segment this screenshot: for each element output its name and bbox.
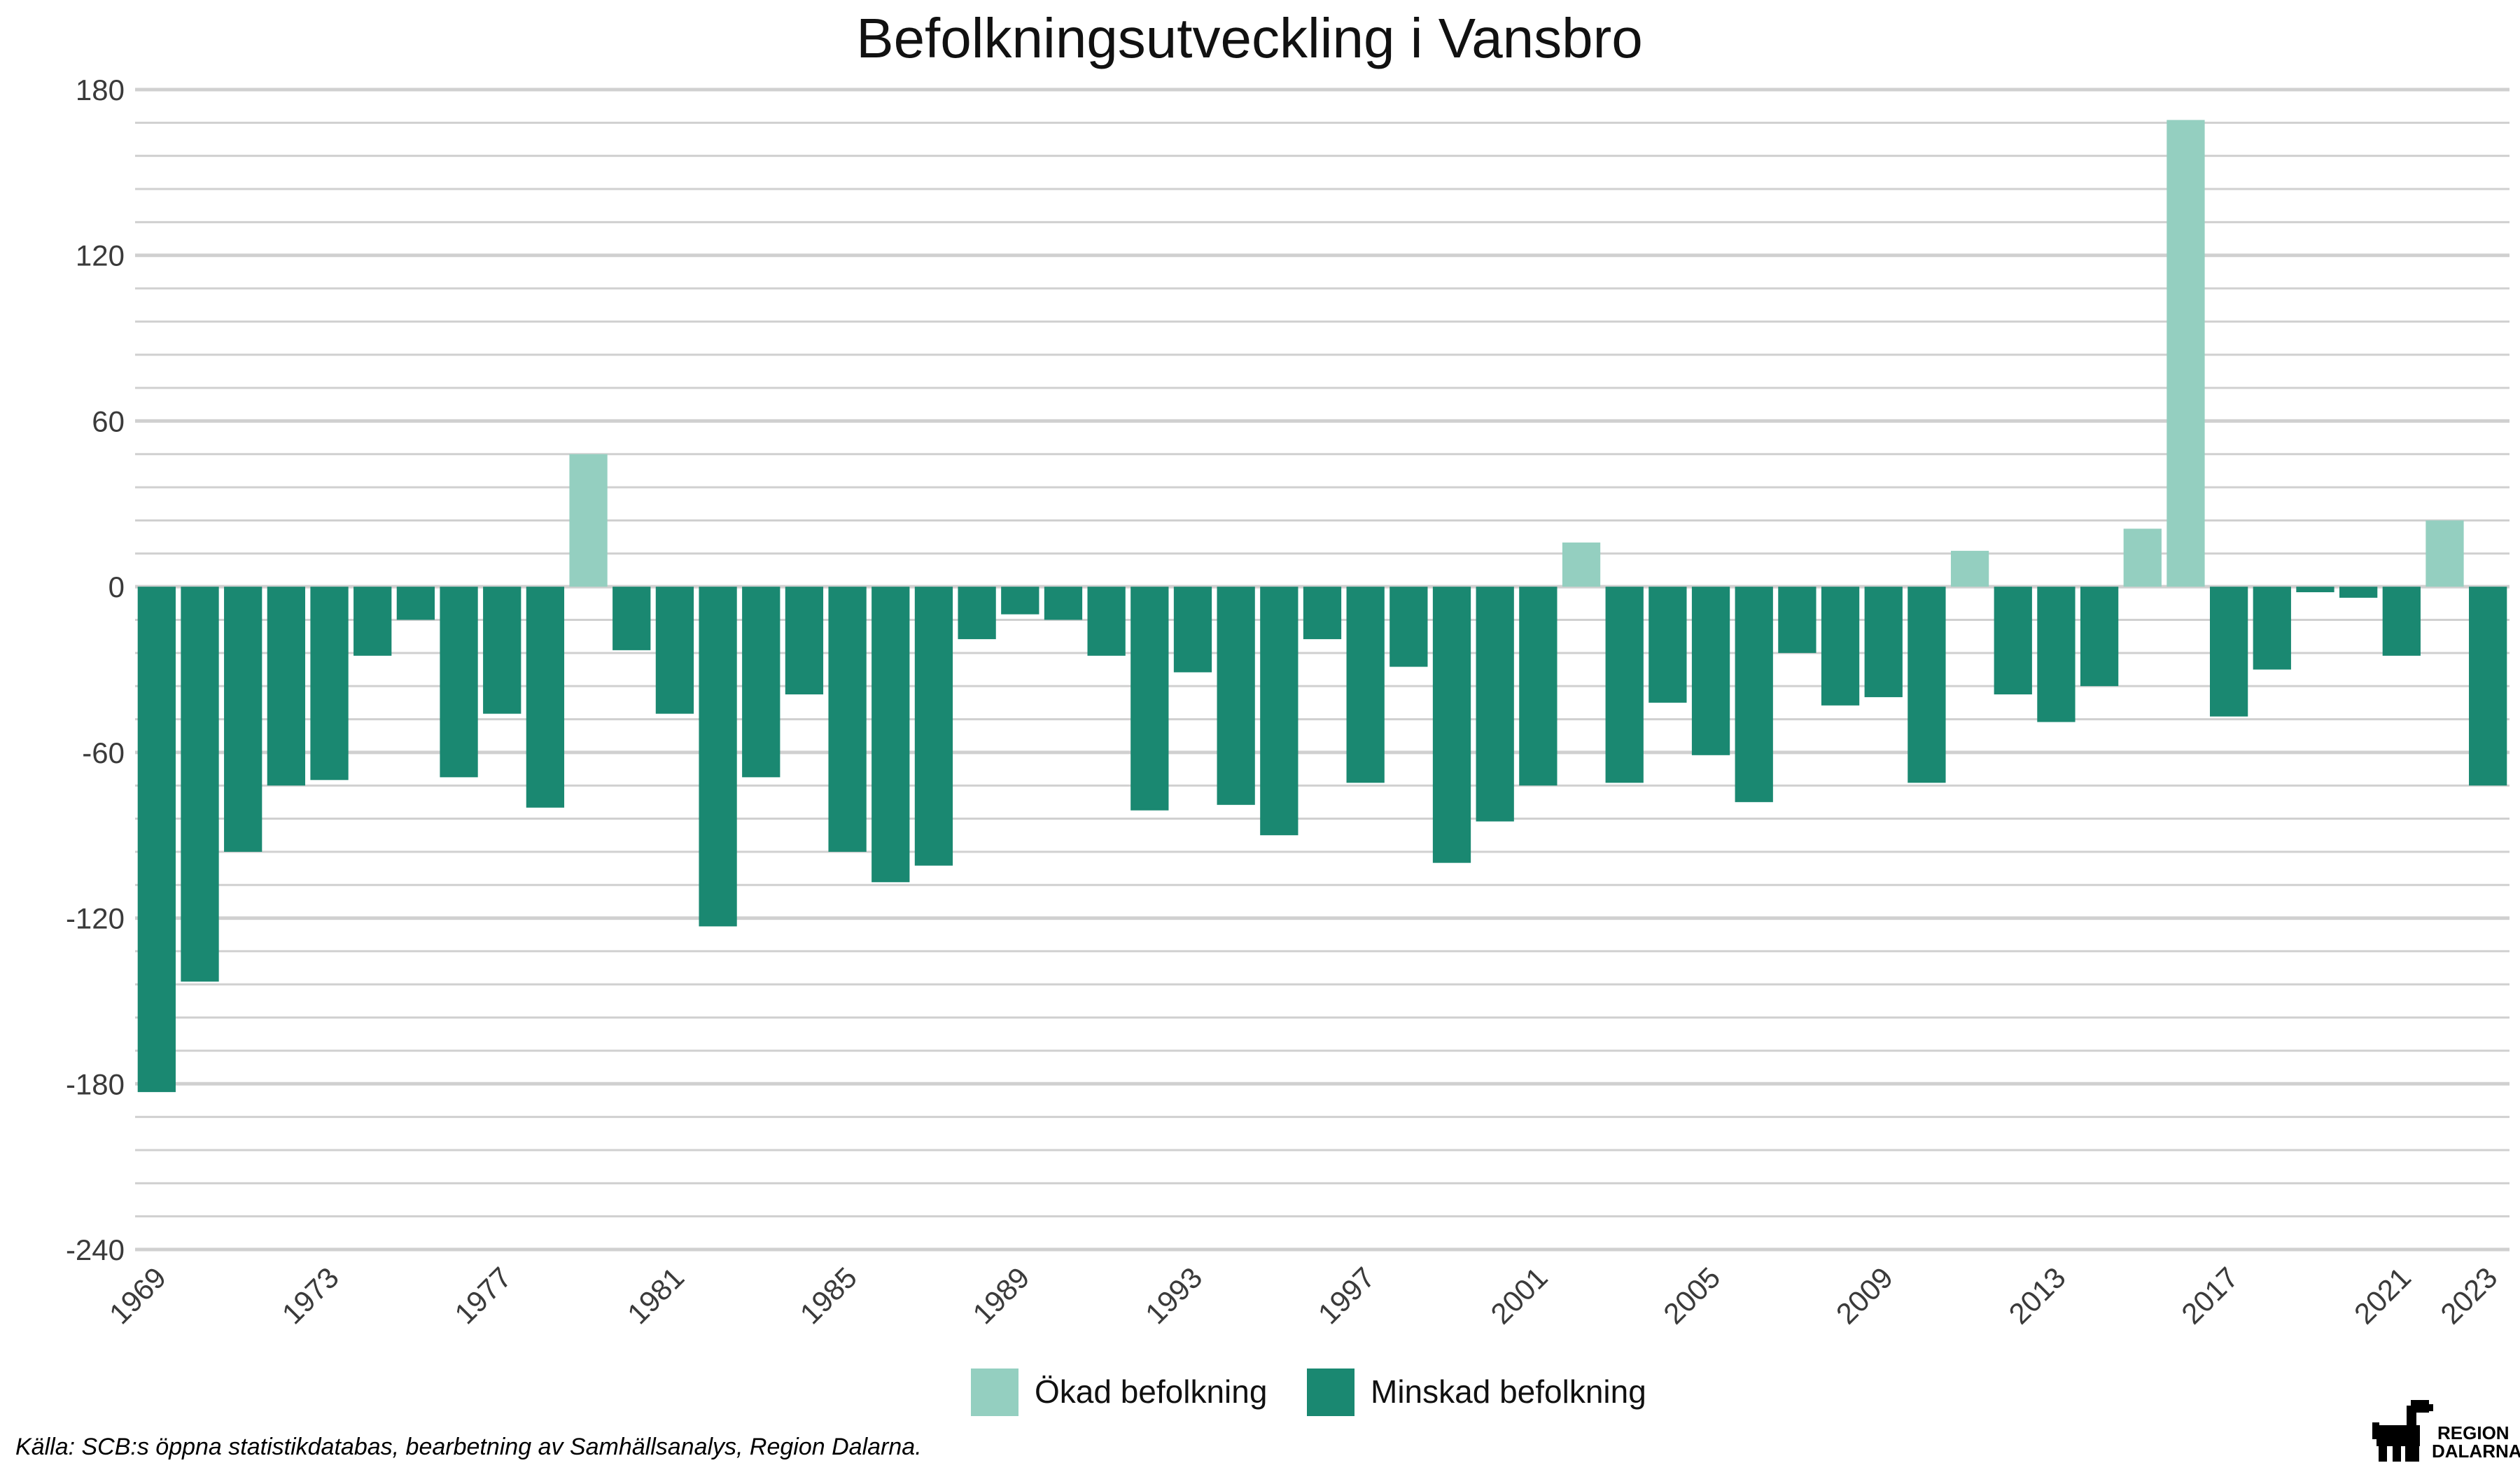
bar-1980 (612, 587, 651, 650)
bar-1972 (267, 587, 305, 786)
legend-swatch-decrease (1307, 1368, 1354, 1416)
x-tick-label: 1973 (276, 1261, 345, 1330)
bar-1995 (1260, 587, 1298, 836)
x-axis-ticks: 1969 1973 1977 1981 1985 1989 1993 1997 2001 2005… (103, 1261, 2504, 1330)
bar-1986 (872, 587, 910, 883)
bar-1985 (828, 587, 867, 852)
y-axis-ticks: 180 120 60 0 -60 -120 -180 -240 (66, 74, 125, 1266)
x-tick-label: 2009 (1830, 1261, 1899, 1330)
bar-1978 (526, 587, 565, 808)
bar-1993 (1173, 587, 1212, 673)
legend-label-increase: Ökad befolkning (1035, 1373, 1267, 1410)
bar-2006 (1735, 587, 1773, 802)
chart-title: Befolkningsutveckling i Vansbro (856, 7, 1643, 69)
x-tick-label: 2023 (2434, 1261, 2503, 1330)
bar-2020 (2339, 587, 2378, 598)
bar-2003 (1605, 587, 1644, 783)
bar-1990 (1044, 587, 1083, 620)
bar-1996 (1303, 587, 1342, 640)
x-tick-label: 1997 (1312, 1261, 1381, 1330)
logo-text-dalarna: DALARNA (2432, 1441, 2520, 1462)
bar-2023 (2469, 587, 2507, 786)
x-tick-label: 2017 (2175, 1261, 2244, 1330)
bar-1991 (1087, 587, 1126, 656)
bar-1999 (1432, 587, 1471, 863)
dalahorse-icon (2372, 1400, 2433, 1462)
x-tick-label: 1969 (103, 1261, 172, 1330)
bar-1976 (440, 587, 478, 778)
legend-label-decrease: Minskad befolkning (1371, 1373, 1646, 1410)
x-tick-label: 2001 (1484, 1261, 1553, 1330)
bar-1987 (914, 587, 953, 866)
x-tick-label: 1985 (794, 1261, 863, 1330)
y-tick-label: -60 (82, 736, 125, 769)
bar-1984 (785, 587, 824, 695)
x-tick-label: 1993 (1139, 1261, 1208, 1330)
bar-1982 (699, 587, 737, 927)
bar-1973 (310, 587, 349, 780)
legend-swatch-increase (971, 1368, 1018, 1416)
bar-2014 (2080, 587, 2119, 687)
source-note: Källa: SCB:s öppna statistikdatabas, bea… (15, 1434, 922, 1460)
bar-2022 (2426, 520, 2464, 587)
bar-2008 (1821, 587, 1860, 706)
bar-2002 (1562, 542, 1601, 587)
bar-2019 (2296, 587, 2334, 593)
bar-1994 (1217, 587, 1255, 805)
bar-1971 (224, 587, 262, 852)
x-tick-label: 2013 (2002, 1261, 2071, 1330)
bar-1981 (655, 587, 694, 714)
bar-1992 (1130, 587, 1169, 811)
x-tick-label: 1989 (966, 1261, 1035, 1330)
y-tick-label: 0 (108, 570, 125, 603)
legend: Ökad befolkning Minskad befolkning (971, 1368, 1646, 1416)
bar-1975 (396, 587, 435, 620)
bar-2009 (1864, 587, 1903, 697)
bar-2012 (1994, 587, 2032, 695)
logo-text-region: REGION (2437, 1422, 2510, 1443)
bar-2017 (2209, 587, 2248, 717)
bar-2015 (2123, 528, 2162, 587)
bar-2011 (1950, 550, 1989, 587)
y-tick-label: 60 (92, 405, 125, 438)
bar-2018 (2253, 587, 2291, 670)
bar-2007 (1778, 587, 1816, 653)
gridlines (135, 88, 2510, 1252)
x-tick-label: 1977 (448, 1261, 517, 1330)
y-tick-label: -180 (66, 1068, 125, 1100)
bar-1988 (958, 587, 996, 640)
y-tick-label: -120 (66, 902, 125, 935)
bar-2005 (1691, 587, 1730, 755)
x-tick-label: 1981 (621, 1261, 690, 1330)
bar-2010 (1907, 587, 1946, 783)
bar-2021 (2382, 587, 2421, 656)
y-tick-label: -240 (66, 1233, 125, 1266)
bar-2001 (1519, 587, 1558, 786)
y-tick-label: 120 (76, 239, 125, 272)
bar-1989 (1001, 587, 1040, 615)
bar-2000 (1476, 587, 1514, 822)
x-tick-label: 2005 (1657, 1261, 1726, 1330)
bar-1977 (483, 587, 522, 714)
bars (137, 120, 2507, 1093)
bar-1974 (354, 587, 392, 656)
region-dalarna-logo: REGION DALARNA (2372, 1400, 2520, 1462)
bar-1979 (569, 454, 608, 587)
bar-1997 (1346, 587, 1385, 783)
bar-2016 (2166, 120, 2205, 587)
bar-2004 (1648, 587, 1687, 703)
y-tick-label: 180 (76, 74, 125, 106)
bar-1969 (137, 587, 176, 1093)
bar-1983 (742, 587, 780, 778)
bar-2013 (2037, 587, 2076, 722)
x-tick-label: 2021 (2348, 1261, 2417, 1330)
bar-1970 (181, 587, 219, 982)
bar-1998 (1390, 587, 1428, 667)
